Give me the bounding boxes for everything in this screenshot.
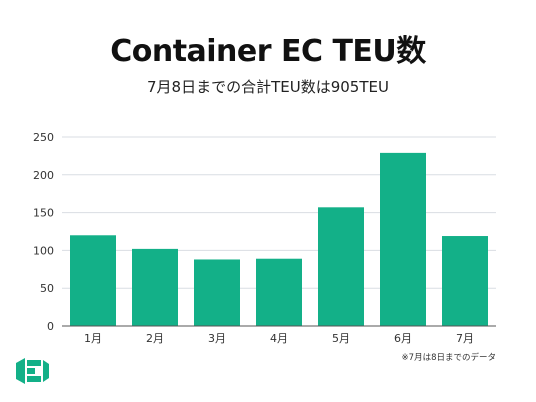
logo-mark-bar-middle — [27, 368, 35, 374]
y-tick-label: 200 — [33, 169, 54, 182]
x-tick-label: 5月 — [332, 332, 350, 345]
bar — [256, 258, 302, 326]
chart-subtitle: 7月8日までの合計TEU数は905TEU — [147, 78, 389, 96]
chart-title: Container EC TEU数 — [110, 34, 426, 69]
x-tick-label: 3月 — [208, 332, 226, 345]
logo-mark-right — [43, 360, 49, 382]
y-tick-label: 100 — [33, 244, 54, 257]
bar — [380, 152, 426, 326]
y-tick-label: 150 — [33, 207, 54, 220]
bar — [132, 248, 178, 326]
bar — [318, 207, 364, 326]
y-tick-label: 0 — [47, 320, 54, 333]
x-tick-label: 2月 — [146, 332, 164, 345]
x-tick-label: 4月 — [270, 332, 288, 345]
logo-mark-bar-top — [27, 360, 41, 366]
logo-mark-left — [16, 358, 25, 384]
bar — [442, 236, 488, 326]
bar — [70, 235, 116, 326]
brand-logo — [16, 358, 49, 384]
y-tick-label: 250 — [33, 131, 54, 144]
x-tick-label: 6月 — [394, 332, 412, 345]
footnote: ※7月は8日までのデータ — [401, 353, 496, 363]
x-tick-label: 7月 — [456, 332, 474, 345]
y-tick-label: 50 — [40, 282, 54, 295]
logo-mark-bar-bottom — [27, 376, 41, 382]
x-tick-label: 1月 — [84, 332, 102, 345]
bar — [194, 259, 240, 326]
